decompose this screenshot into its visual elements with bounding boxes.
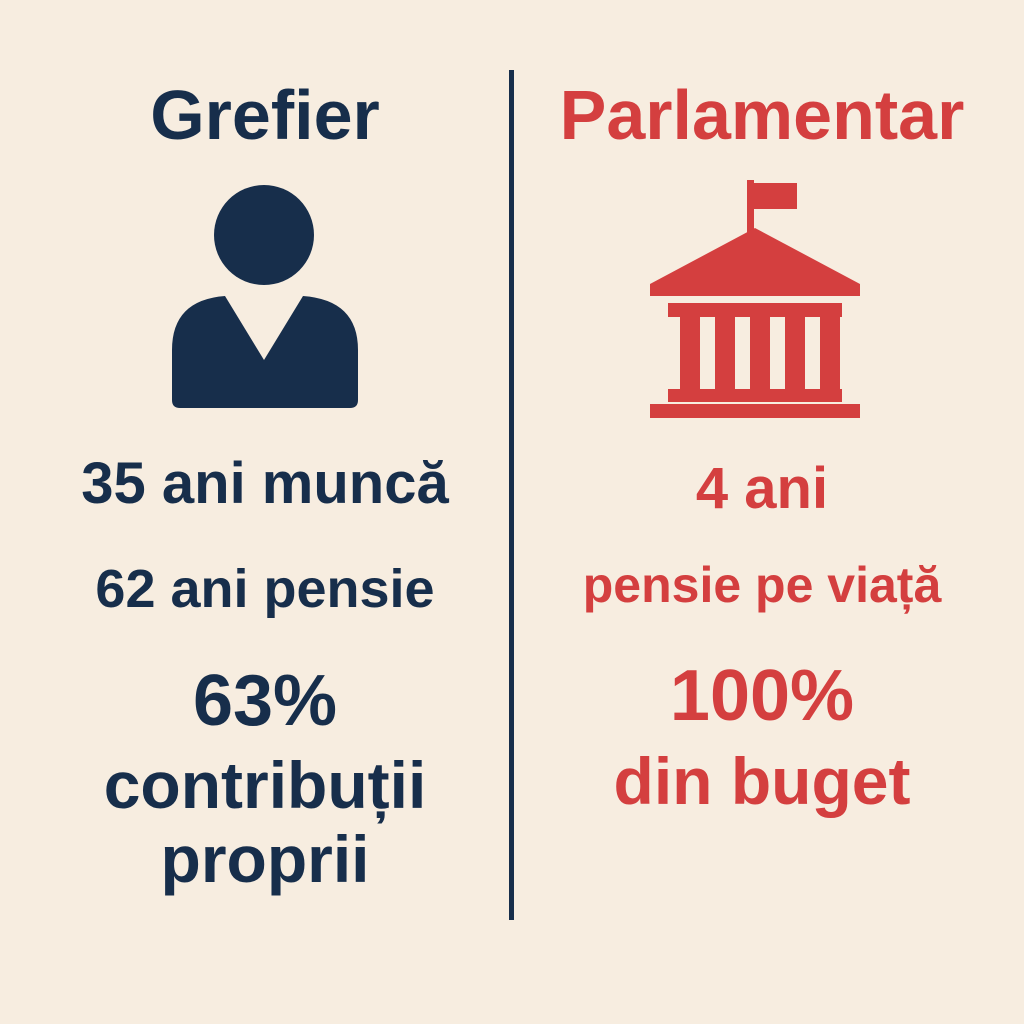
- column-divider: [509, 70, 514, 920]
- left-pension-age: 62 ani pensie: [95, 559, 435, 619]
- right-pension-for-life: pensie pe viață: [582, 557, 942, 613]
- left-title: Grefier: [150, 76, 380, 154]
- parliament-building-icon: [650, 180, 860, 418]
- right-from-budget: din buget: [613, 744, 911, 818]
- right-percentage: 100%: [669, 656, 855, 736]
- left-work-years: 35 ani muncă: [81, 451, 449, 516]
- right-years: 4 ani: [695, 456, 829, 521]
- left-own: proprii: [160, 822, 370, 896]
- person-icon: [172, 185, 358, 408]
- left-contributions: contribuții: [103, 748, 427, 822]
- right-title: Parlamentar: [559, 76, 965, 154]
- left-percentage: 63%: [192, 661, 338, 741]
